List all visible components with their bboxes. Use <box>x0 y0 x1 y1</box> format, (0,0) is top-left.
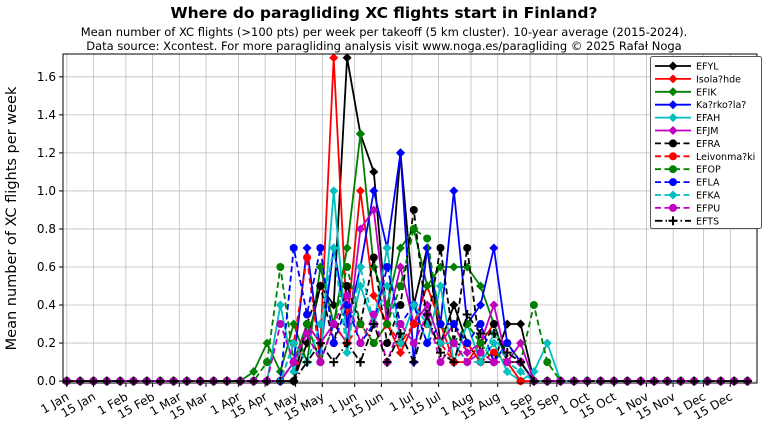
series-EFTS <box>62 310 752 386</box>
legend-label: Leivonma?ki <box>696 152 755 163</box>
legend-item-EFOP: EFOP <box>655 165 721 176</box>
legend-item-EFKA: EFKA <box>655 190 721 202</box>
series-EFAH <box>62 186 752 386</box>
legend-label: EFIK <box>696 87 717 98</box>
y-tick-label: 0.0 <box>37 374 56 388</box>
y-tick-label: 1.4 <box>37 108 56 122</box>
legend-box <box>650 56 762 229</box>
legend-item-EFLA: EFLA <box>655 178 720 189</box>
legend-label: EFPU <box>696 203 720 214</box>
y-tick-label: 1.2 <box>37 146 56 160</box>
x-tick-label: 15 Jul <box>407 389 443 418</box>
legend-label: Isola?hde <box>696 74 741 85</box>
legend-item-Isola?hde: Isola?hde <box>655 74 741 85</box>
legend-label: EFOP <box>696 165 721 176</box>
legend-label: EFJM <box>696 126 718 137</box>
y-tick-label: 0.4 <box>37 298 56 312</box>
legend-item-EFRA: EFRA <box>655 139 721 150</box>
legend-item-Leivonma?ki: Leivonma?ki <box>655 152 755 163</box>
legend-item-EFJM: EFJM <box>655 126 718 137</box>
series-EFYL <box>62 53 752 386</box>
y-axis-label: Mean number of XC flights per week <box>4 86 20 350</box>
legend-label: EFTS <box>696 216 719 227</box>
legend-item-Ka?rko?la?: Ka?rko?la? <box>655 100 746 111</box>
legend-item-EFIK: EFIK <box>655 87 717 98</box>
legend-item-EFAH: EFAH <box>655 113 720 124</box>
y-tick-label: 0.6 <box>37 260 56 274</box>
y-tick-label: 1.6 <box>37 70 56 84</box>
y-tick-label: 0.2 <box>37 336 56 350</box>
legend-label: Ka?rko?la? <box>696 100 746 111</box>
legend-item-EFTS: EFTS <box>655 216 719 227</box>
legend-label: EFLA <box>696 178 720 189</box>
legend-label: EFAH <box>696 113 720 124</box>
chart-title: Where do paragliding XC flights start in… <box>170 4 598 22</box>
legend-item-EFYL: EFYL <box>655 61 719 73</box>
y-tick-label: 0.8 <box>37 222 56 236</box>
legend-item-EFPU: EFPU <box>655 203 720 214</box>
series-Leivonma?ki <box>62 253 752 386</box>
chart-subtitle: Mean number of XC flights (>100 pts) per… <box>80 25 688 39</box>
legend-label: EFRA <box>696 139 721 150</box>
y-tick-label: 1.0 <box>37 184 56 198</box>
legend-label: EFKA <box>696 191 721 202</box>
data-source-line: Data source: Xcontest. For more paraglid… <box>86 39 682 53</box>
legend-label: EFYL <box>696 62 719 73</box>
